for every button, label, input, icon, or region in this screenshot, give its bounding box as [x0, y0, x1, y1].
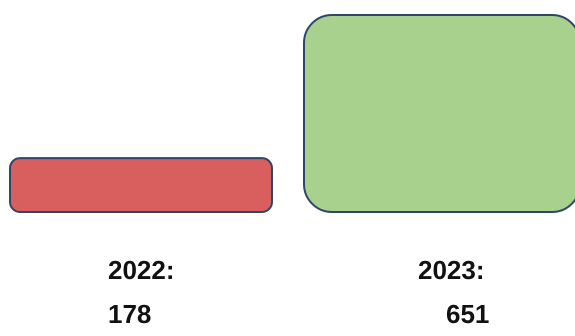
label-2022-value: 178 — [108, 299, 152, 329]
label-2023-value: 651 — [446, 299, 490, 329]
bar-2023 — [303, 14, 575, 213]
label-2023-year: 2023: — [418, 255, 485, 285]
label-2022-year: 2022: — [108, 255, 175, 285]
bar-2022 — [9, 157, 273, 213]
label-2022: 2022: 178 — [108, 248, 175, 336]
label-2023: 2023: 651 — [418, 248, 489, 336]
